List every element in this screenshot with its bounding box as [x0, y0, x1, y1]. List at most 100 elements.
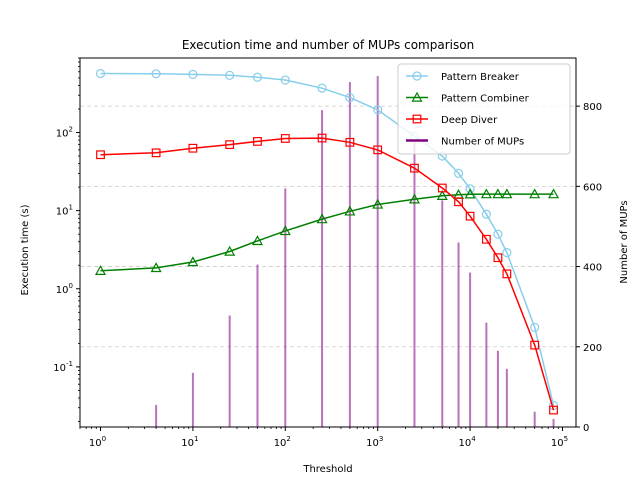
pattern-combiner-marker [187, 256, 199, 267]
y2-tick-label: 800 [583, 102, 602, 113]
mups-bar [191, 372, 194, 427]
pattern-combiner-marker [480, 188, 492, 199]
deep-diver-marker [96, 150, 105, 160]
x-tick-label: 101 [181, 435, 198, 449]
legend: Pattern Breaker Pattern Combiner Deep Dive… [397, 63, 571, 155]
pattern-combiner-marker [501, 188, 513, 199]
x-axis-title: Threshold [302, 464, 352, 475]
mups-bar [441, 200, 444, 427]
mups-bar [376, 76, 379, 427]
mups-bar [155, 404, 158, 427]
mups-bar [284, 188, 287, 427]
mups-bar [505, 368, 508, 427]
mups-bar [413, 142, 416, 427]
x-tick-label: 105 [551, 435, 568, 449]
pattern-combiner-marker [548, 188, 560, 199]
axis-ticks: 100 101 102 103 104 105 10-1 100 101 102 0 200 400 60… [53, 57, 602, 449]
pattern-combiner-marker [279, 225, 291, 236]
y-tick-label: 101 [56, 204, 73, 218]
pattern-combiner-marker [464, 188, 476, 199]
mups-bar [533, 411, 536, 427]
legend-item-pattern-combiner: Pattern Combiner [406, 91, 530, 105]
deep-diver-marker [493, 253, 503, 263]
y-axis-title: Execution time (s) [20, 204, 31, 295]
pattern-combiner-marker [408, 193, 420, 204]
pattern-breaker-marker [493, 229, 503, 239]
pattern-combiner-marker [344, 205, 356, 216]
deep-diver-marker [225, 140, 235, 150]
pattern-breaker-marker [412, 71, 422, 81]
deep-diver-marker [437, 183, 447, 193]
pattern-combiner-marker [94, 265, 107, 275]
pattern-breaker-marker [225, 70, 235, 80]
deep-diver-marker [280, 134, 290, 143]
y-tick-label: 10-1 [53, 360, 73, 374]
pattern-combiner-marker [436, 190, 448, 200]
pattern-breaker-marker [345, 93, 355, 103]
pattern-combiner-marker [224, 245, 236, 256]
deep-diver-marker [549, 405, 558, 415]
legend-box [397, 63, 571, 155]
pattern-combiner-marker [372, 198, 384, 209]
mups-bar [496, 350, 499, 427]
deep-diver-marker [253, 137, 262, 146]
deep-diver-marker [412, 114, 422, 124]
legend-label: Pattern Combiner [441, 94, 530, 105]
deep-diver-marker [373, 145, 383, 155]
mups-bars [155, 76, 555, 428]
deep-diver-marker [345, 137, 355, 147]
legend-label: Number of MUPs [441, 137, 524, 148]
chart-title: Execution time and number of MUPs compar… [182, 38, 474, 52]
pattern-combiner-series [94, 188, 560, 275]
pattern-breaker-marker [188, 69, 198, 80]
deep-diver-marker [151, 148, 161, 158]
mups-bar [552, 418, 555, 427]
legend-item-deep-diver: Deep Diver [406, 114, 498, 126]
pattern-breaker-marker [481, 209, 491, 219]
deep-diver-marker [188, 143, 198, 153]
pattern-breaker-line [100, 72, 555, 406]
deep-diver-series [96, 133, 558, 415]
pattern-combiner-marker [316, 213, 328, 224]
pattern-breaker-marker [280, 75, 290, 85]
y2-tick-label: 400 [583, 263, 602, 274]
legend-label: Deep Diver [441, 115, 498, 126]
mups-bar [469, 272, 472, 427]
deep-diver-marker [454, 197, 463, 207]
y2-tick-label: 600 [583, 182, 602, 193]
legend-label: Pattern Breaker [441, 72, 520, 83]
y-tick-label: 100 [56, 282, 73, 296]
legend-item-number-of-mups: Number of MUPs [406, 137, 524, 148]
mups-bar [321, 110, 324, 428]
x-tick-label: 102 [274, 435, 291, 449]
pattern-breaker-marker [530, 322, 540, 333]
pattern-breaker-marker [465, 184, 475, 194]
pattern-breaker-marker [317, 83, 327, 93]
deep-diver-marker [317, 133, 327, 143]
x-tick-label: 103 [366, 435, 383, 449]
deep-diver-marker [502, 269, 512, 279]
y-tick-label: 102 [56, 126, 73, 140]
deep-diver-line [100, 137, 555, 411]
deep-diver-marker [410, 163, 419, 173]
mups-bar [348, 82, 351, 427]
pattern-breaker-marker [151, 69, 161, 79]
legend-item-pattern-breaker: Pattern Breaker [406, 71, 520, 83]
pattern-breaker-marker [502, 248, 512, 258]
mups-bar [485, 322, 488, 427]
pattern-breaker-marker [373, 105, 383, 115]
y2-tick-label: 0 [583, 423, 589, 434]
pattern-breaker-marker [95, 68, 106, 79]
deep-diver-marker [481, 234, 491, 244]
pattern-combiner-marker [492, 188, 504, 199]
pattern-combiner-marker [150, 262, 162, 273]
pattern-breaker-marker [453, 168, 464, 178]
plot-frame [79, 57, 577, 428]
deep-diver-marker [465, 211, 475, 221]
pattern-combiner-line [100, 193, 554, 272]
mups-bar [228, 315, 231, 427]
mups-bar [256, 264, 259, 427]
x-tick-label: 100 [89, 435, 106, 449]
deep-diver-marker [530, 340, 540, 350]
series-lines [94, 68, 560, 415]
